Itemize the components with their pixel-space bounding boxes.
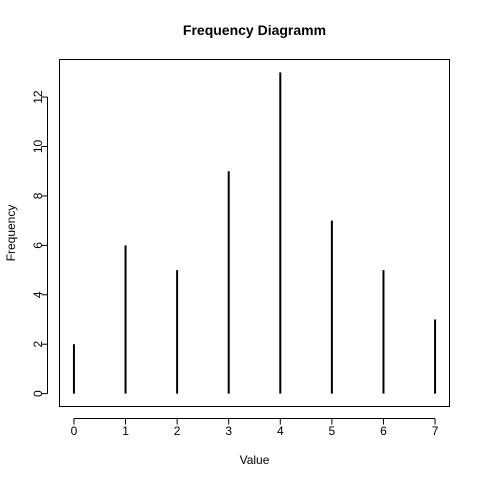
chart-title: Frequency Diagramm: [183, 22, 326, 38]
x-tick-label: 1: [122, 424, 129, 438]
x-tick-label: 7: [432, 424, 439, 438]
x-axis: 0 1 2 3 4 5 6 7: [71, 418, 439, 438]
y-tick-label: 0: [31, 390, 45, 397]
x-tick-label: 6: [380, 424, 387, 438]
x-tick-label: 4: [277, 424, 284, 438]
x-tick-label: 3: [225, 424, 232, 438]
y-tick-label: 10: [31, 140, 45, 154]
data-lines: [72, 72, 437, 394]
y-tick-label: 8: [31, 192, 45, 199]
x-axis-label: Value: [240, 453, 270, 467]
y-axis: 0 2 4 6 8 10 12: [31, 90, 48, 397]
x-tick-label: 0: [71, 424, 78, 438]
y-tick-label: 6: [31, 242, 45, 249]
plot-frame: [59, 59, 450, 407]
x-tick-label: 5: [329, 424, 336, 438]
y-tick-label: 4: [31, 291, 45, 298]
x-tick-label: 2: [174, 424, 181, 438]
y-axis-label: Frequency: [4, 205, 18, 262]
y-tick-label: 12: [31, 90, 45, 104]
y-tick-label: 2: [31, 341, 45, 348]
